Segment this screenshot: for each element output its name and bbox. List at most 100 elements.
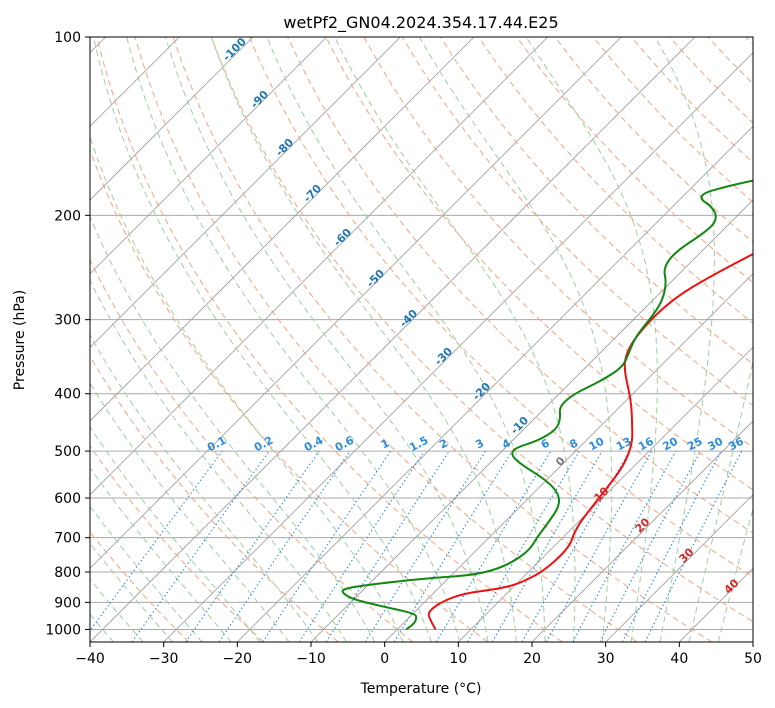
moist-adiabat-line — [90, 334, 319, 642]
isotherm-line — [458, 346, 753, 642]
isotherm-line — [310, 199, 753, 642]
moist-adiabat-line — [90, 215, 376, 642]
isotherm-line — [90, 37, 401, 348]
moist-adiabat-line — [90, 426, 261, 642]
y-tick-label: 400 — [54, 387, 81, 403]
y-tick-label: 1000 — [45, 622, 81, 638]
isotherm-line — [679, 567, 753, 642]
mixing-ratio-label: 10 — [587, 435, 607, 454]
mixing-ratio-label: 25 — [685, 435, 705, 454]
dry-adiabat-label: -90 — [248, 88, 271, 111]
dry-adiabat-line — [96, 37, 563, 642]
dry-adiabat-line — [745, 37, 753, 45]
dry-adiabat-label: -80 — [273, 136, 296, 159]
isotherm-line — [90, 37, 548, 496]
mixing-ratio-line — [467, 450, 580, 642]
y-tick-label: 300 — [54, 313, 81, 329]
mixing-ratio-line — [393, 450, 513, 642]
series-layer — [341, 179, 753, 631]
isotherm-line — [90, 37, 254, 201]
dry-adiabat-label: -10 — [508, 414, 531, 437]
moist-adiabat-label: 40 — [722, 576, 742, 596]
isotherm-line — [605, 494, 753, 642]
dry-adiabat-line — [325, 37, 753, 491]
x-tick-label: 30 — [597, 651, 615, 667]
dry-adiabat-line — [210, 37, 753, 623]
mixing-ratio-line — [325, 450, 450, 642]
mixing-ratio-label: 13 — [614, 435, 634, 454]
moist-adiabat-line — [418, 37, 613, 642]
isotherm-line — [237, 125, 753, 642]
moist-adiabat-label: 30 — [677, 545, 697, 565]
mixing-ratio-line — [644, 450, 743, 642]
plot-frame — [89, 36, 754, 643]
mixing-ratio-label: 30 — [706, 435, 726, 454]
moist-adiabat-line — [525, 37, 658, 642]
moist-adiabat-line — [93, 37, 432, 642]
moist-adiabat-line — [90, 542, 173, 642]
isotherm-line — [384, 273, 753, 642]
mixing-ratio-label: 6 — [539, 436, 552, 451]
mixing-ratio-label: 16 — [636, 435, 656, 454]
y-tick-label: 600 — [54, 491, 81, 507]
isotherm-line — [90, 37, 475, 422]
mixing-ratio-label: 8 — [567, 436, 580, 451]
dry-adiabat-line — [172, 37, 712, 642]
dry-adiabat-label: -40 — [397, 307, 420, 330]
moist-adiabat-line — [211, 37, 517, 642]
y-tick-label: 200 — [54, 208, 81, 224]
dry-adiabat-line — [90, 148, 488, 642]
moist-adiabat-line — [90, 578, 144, 642]
mixing-ratio-line — [185, 450, 320, 642]
moist-adiabat-line — [334, 37, 576, 642]
isotherm-line — [90, 37, 696, 642]
dry-adiabat-line — [478, 37, 753, 324]
mixing-ratio-line — [218, 450, 351, 642]
isotherm-line — [90, 37, 327, 275]
chart-title: wetPf2_GN04.2024.354.17.44.E25 — [283, 13, 558, 33]
background-lines-layer — [90, 37, 753, 642]
y-axis-label: Pressure (hPa) — [12, 290, 28, 390]
dry-adiabat-line — [516, 37, 753, 284]
isotherm-line — [531, 420, 753, 642]
mixing-ratio-line — [262, 450, 392, 642]
dry-adiabat-line — [90, 531, 190, 642]
mixing-ratio-line — [545, 450, 653, 642]
dry-adiabat-label: -20 — [470, 380, 493, 403]
mixing-ratio-label: 20 — [660, 435, 680, 454]
y-tick-label: 700 — [54, 531, 81, 547]
dry-adiabat-label: -70 — [301, 182, 324, 205]
dry-adiabat-line — [90, 355, 339, 642]
x-axis-label: Temperature (°C) — [360, 681, 482, 697]
x-tick-label: 40 — [670, 651, 688, 667]
isotherm-line — [752, 641, 753, 642]
moist-adiabat-label: 20 — [633, 515, 653, 535]
mixing-ratio-label: 3 — [473, 436, 486, 451]
moist-adiabat-line — [654, 37, 716, 642]
dry-adiabat-label: -60 — [331, 226, 354, 249]
moist-adiabat-line — [266, 37, 546, 642]
axes-layer: −40 −30 −20 −10 0 10 20 30 40 50 100 200 300 400 500 60… — [45, 30, 762, 667]
x-tick-label: −40 — [75, 651, 105, 667]
y-tick-label: 900 — [54, 595, 81, 611]
isotherm-line — [90, 37, 622, 569]
x-tick-label: 50 — [744, 651, 762, 667]
mixing-ratio-line — [435, 450, 552, 642]
y-tick-label: 100 — [54, 30, 81, 46]
dry-adiabat-label: -30 — [432, 345, 455, 368]
x-tick-label: −30 — [149, 651, 179, 667]
dry-adiabat-line — [439, 37, 753, 365]
mixing-ratio-line — [521, 450, 630, 642]
moist-adiabat-line — [688, 359, 753, 642]
moist-adiabat-line — [165, 37, 489, 642]
moist-adiabat-line — [90, 466, 232, 642]
mixing-ratio-line — [298, 450, 425, 642]
x-tick-label: 0 — [380, 651, 389, 667]
mixing-ratio-line — [131, 450, 270, 642]
dry-adiabat-label: -50 — [364, 267, 387, 290]
x-tick-label: −20 — [223, 651, 253, 667]
y-tick-label: 500 — [54, 444, 81, 460]
isotherm-line — [163, 52, 753, 642]
moist-adiabat-line — [90, 382, 290, 642]
